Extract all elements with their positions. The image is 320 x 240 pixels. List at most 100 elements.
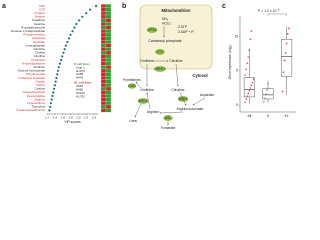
metabolite-label: N-acetylputrescine xyxy=(21,25,45,29)
heatmap-cell xyxy=(100,58,107,62)
arrow xyxy=(192,97,206,106)
heatmap-cell xyxy=(105,43,112,48)
metabolite-label: Aspartate xyxy=(33,40,46,44)
data-point xyxy=(249,38,252,41)
data-point xyxy=(282,71,285,74)
enzyme-label: ASL xyxy=(165,116,172,120)
metabolite-label: Pyridoxine xyxy=(32,58,46,62)
data-point xyxy=(250,30,253,32)
metabolite: Ornithine xyxy=(140,59,154,63)
metabolite: Fumarate xyxy=(161,126,176,130)
enzyme xyxy=(155,49,165,55)
data-point xyxy=(248,89,251,92)
vip-dot xyxy=(49,105,52,108)
x-tick-label: KL xyxy=(285,114,289,118)
metabolite: Citrulline xyxy=(171,88,184,92)
heatmap-cell xyxy=(100,22,107,26)
enzyme xyxy=(146,27,158,33)
heatmap-cell xyxy=(105,50,112,55)
heatmap-cell xyxy=(105,32,112,37)
arrow xyxy=(179,92,187,106)
data-point xyxy=(246,62,249,65)
arrow xyxy=(134,103,142,118)
metabolite-label: Glycerol 3-phosphate xyxy=(18,69,46,73)
enzyme-label: CAD xyxy=(128,84,136,88)
metabolite-label: Orotate xyxy=(35,79,45,83)
metabolite: Arginine xyxy=(147,110,160,114)
legend-item: H460 xyxy=(76,87,84,91)
vip-dot xyxy=(78,19,81,22)
metabolite-label: N-acetylaspartate xyxy=(22,90,45,94)
figure: a b c Mitochondrion NH₃ HCO₃⁻ CPS1 2 ATP… xyxy=(2,3,296,130)
y-axis-label: Gene expression (log₂) xyxy=(228,45,232,80)
metabolite-label: Carbamoyl aspartate xyxy=(18,76,45,80)
metabolite-label: Citrulline xyxy=(34,54,46,58)
heatmap-cell xyxy=(105,90,112,95)
box xyxy=(243,77,255,98)
heatmap-cell xyxy=(105,94,112,98)
vip-dot xyxy=(50,98,53,101)
heatmap-cell xyxy=(100,25,107,30)
legend-title: KL cell lines xyxy=(74,80,92,84)
heatmap-cell xyxy=(100,79,107,84)
vip-dot xyxy=(52,91,55,94)
metabolite: HCO₃⁻ xyxy=(162,21,173,25)
data-point xyxy=(244,74,247,76)
x-tick-label: K xyxy=(267,114,270,118)
heatmap-cell xyxy=(100,90,107,95)
heatmap-cell xyxy=(105,25,112,30)
data-point xyxy=(248,49,251,52)
box xyxy=(262,88,274,100)
significance-bracket xyxy=(267,13,287,16)
x-axis-label: VIP scores xyxy=(64,120,81,124)
heatmap-cell xyxy=(105,11,112,16)
vip-dot xyxy=(61,55,64,58)
metabolite-label: S-adenosylmethionine xyxy=(16,108,45,112)
heatmap-cell xyxy=(100,14,107,19)
arrow xyxy=(135,81,142,89)
vip-dot xyxy=(53,84,56,87)
metabolite-label: Carnitine xyxy=(33,47,45,51)
metabolite-label: Uridine xyxy=(36,83,46,87)
metabolite-label: Phosphocreatine xyxy=(23,33,45,37)
heatmap-cell xyxy=(100,65,107,70)
metabolite-label: Arginine xyxy=(34,97,45,101)
heatmap-cell xyxy=(100,43,107,48)
heatmap-cell xyxy=(100,7,107,12)
legend-item: H1792 xyxy=(76,94,85,98)
heatmap-cell xyxy=(100,68,107,73)
metabolite-label: Fructose 1,6-bisphosphate xyxy=(11,29,46,33)
metabolite-label: α-ketoglutarate xyxy=(26,43,46,47)
metabolite: 2 ATP xyxy=(178,25,188,29)
x-tick-label: 2.2 xyxy=(84,115,89,119)
legend-item: A549 xyxy=(76,84,83,88)
heatmap-cell xyxy=(105,83,112,88)
data-point xyxy=(262,100,265,103)
vip-dot xyxy=(54,80,57,83)
data-point xyxy=(281,90,284,93)
heatmap-cell xyxy=(105,76,112,80)
panel-letter: b xyxy=(122,3,126,10)
vip-dot xyxy=(55,76,58,80)
heatmap-cell xyxy=(105,58,112,62)
pathway-diagram: Mitochondrion NH₃ HCO₃⁻ CPS1 2 ATP 2 ADP… xyxy=(123,4,214,130)
vip-dot xyxy=(94,4,98,8)
heatmap-cell xyxy=(105,72,112,77)
heatmap-cell xyxy=(105,108,112,113)
x-tick-label: 1.2 xyxy=(45,115,50,119)
metabolite-label: Betaine xyxy=(35,15,45,19)
vip-dot xyxy=(56,73,59,76)
enzyme xyxy=(137,98,149,104)
data-point xyxy=(287,27,290,30)
vip-dot xyxy=(66,40,69,44)
vip-dot xyxy=(63,48,66,51)
data-point xyxy=(245,68,248,71)
vip-dot xyxy=(52,87,56,90)
enzyme xyxy=(127,83,137,89)
data-point xyxy=(247,56,250,59)
metabolite-label: Hypoxanthine xyxy=(27,101,45,105)
heatmap-cell xyxy=(100,61,107,66)
arrow xyxy=(175,63,179,87)
vip-dot xyxy=(49,102,53,105)
heatmap-cell xyxy=(100,72,107,77)
